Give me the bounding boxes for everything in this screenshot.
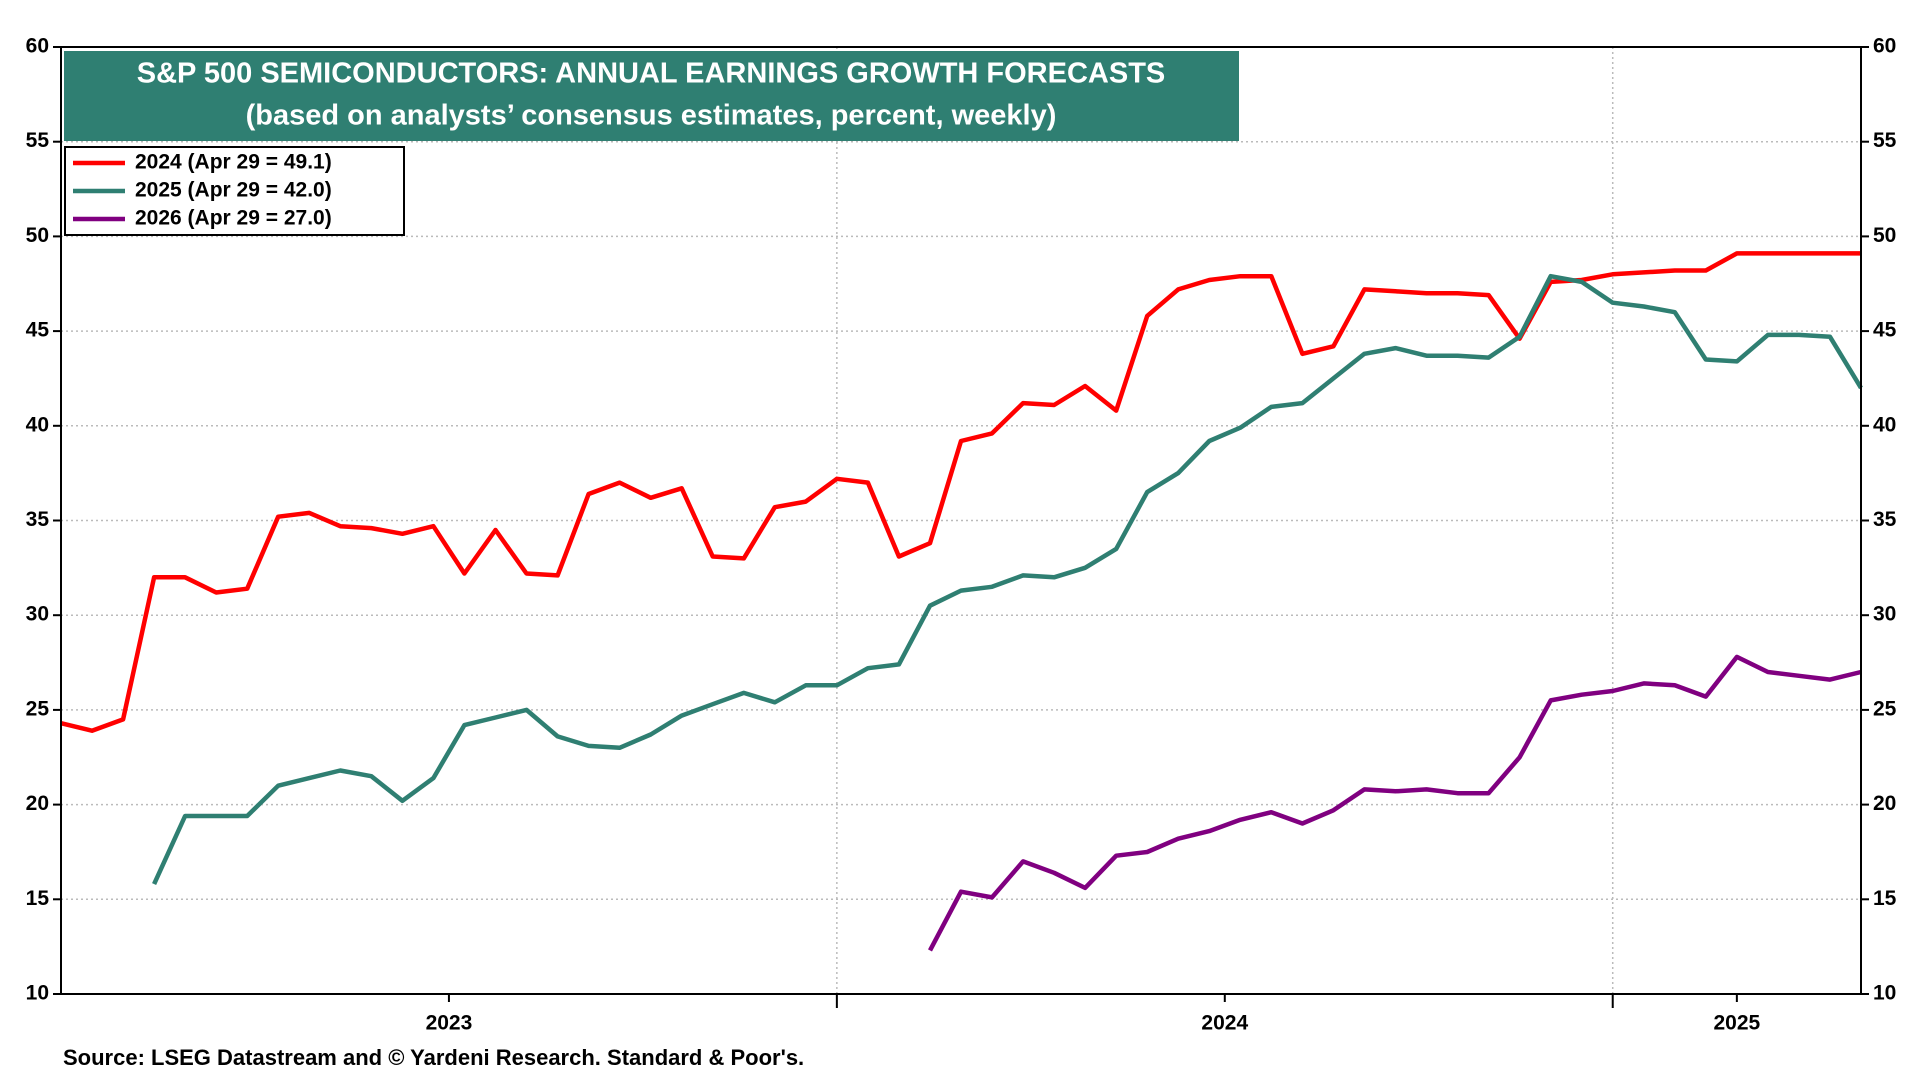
y2-tick-label: 15 (1873, 887, 1897, 910)
y2-tick-label: 45 (1873, 319, 1897, 342)
title-box (64, 51, 1239, 141)
legend-label: 2025 (Apr 29 = 42.0) (135, 179, 332, 202)
series-line (152, 273, 1863, 886)
source-note: Source: LSEG Datastream and © Yardeni Re… (63, 1045, 804, 1070)
y2-tick-label: 50 (1873, 224, 1896, 247)
y-tick-label: 55 (26, 129, 50, 152)
y2-tick-label: 25 (1873, 697, 1897, 720)
y-tick-label: 40 (26, 413, 49, 436)
legend-label: 2024 (Apr 29 = 49.1) (135, 151, 332, 174)
y2-tick-label: 40 (1873, 413, 1896, 436)
y-tick-label: 60 (26, 35, 49, 58)
y2-tick-label: 60 (1873, 35, 1896, 58)
lines-layer (60, 251, 1863, 952)
y-tick-label: 20 (26, 792, 49, 815)
y-tick-label: 45 (26, 319, 50, 342)
series-line (60, 251, 1861, 733)
y-tick-label: 35 (26, 508, 50, 531)
chart-subtitle: (based on analysts’ consensus estimates,… (246, 100, 1057, 132)
y2-tick-label: 35 (1873, 508, 1897, 531)
y-tick-label: 25 (26, 697, 50, 720)
y-tick-label: 50 (26, 224, 49, 247)
y-tick-label: 30 (26, 603, 49, 626)
y2-tick-label: 20 (1873, 792, 1896, 815)
x-tick-label: 2024 (1201, 1012, 1248, 1035)
series-line (928, 654, 1862, 952)
legend: 2024 (Apr 29 = 49.1) 2025 (Apr 29 = 42.0)… (64, 146, 405, 236)
x-tick-label: 2023 (426, 1012, 473, 1035)
grid-layer (53, 46, 1869, 1008)
y2-tick-label: 55 (1873, 129, 1897, 152)
y2-tick-label: 30 (1873, 603, 1896, 626)
plot-frame (60, 46, 1862, 995)
y-tick-label: 10 (26, 982, 49, 1005)
y2-tick-label: 10 (1873, 982, 1896, 1005)
legend-label: 2026 (Apr 29 = 27.0) (135, 207, 332, 230)
y-tick-label: 15 (26, 887, 50, 910)
chart-title: S&P 500 SEMICONDUCTORS: ANNUAL EARNINGS … (137, 58, 1166, 90)
x-tick-label: 2025 (1714, 1012, 1761, 1035)
